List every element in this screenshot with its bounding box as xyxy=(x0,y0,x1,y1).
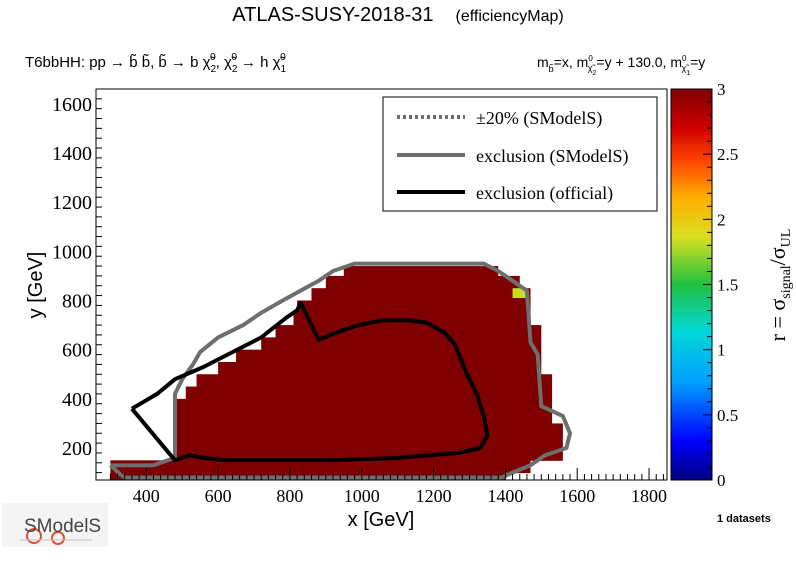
heatmap-cell xyxy=(196,374,553,388)
svg-text:ATLAS-SUSY-2018-31(efficiencyM: ATLAS-SUSY-2018-31 (efficiencyMap) xyxy=(232,4,563,26)
heatmap-cell xyxy=(185,386,553,400)
y-tick-label: 600 xyxy=(62,340,92,362)
heatmap-cell-highlight xyxy=(512,288,527,299)
z-tick-label: 0 xyxy=(717,471,726,490)
y-axis: 200 400 600 800 1000 1200 1400 1600 xyxy=(52,88,102,474)
chart-title-suffix: (efficiencyMap) xyxy=(456,8,564,25)
y-axis-label: y [GeV] xyxy=(25,252,47,319)
x-tick-label: 800 xyxy=(276,486,303,506)
chart-title: ATLAS-SUSY-2018-31 xyxy=(232,4,433,26)
x-axis-label: x [GeV] xyxy=(348,509,415,531)
color-bar-axis: 0 0.5 1 1.5 2 2.5 3 xyxy=(703,80,738,490)
y-tick-label: 1400 xyxy=(52,143,92,165)
highlight-cells xyxy=(512,288,527,299)
legend-label-official: exclusion (official) xyxy=(476,183,613,204)
z-tick-label: 1.5 xyxy=(717,276,738,295)
heatmap-cell xyxy=(343,266,499,277)
y-tick-label: 1000 xyxy=(52,241,92,263)
plot-frame xyxy=(95,88,668,481)
x-tick-label: 1200 xyxy=(416,486,452,506)
z-tick-label: 1 xyxy=(717,341,726,360)
logo-ring-left xyxy=(26,528,42,544)
y-tick-label: 800 xyxy=(62,290,92,312)
official-exclusion-line xyxy=(130,300,490,463)
heatmap-cell xyxy=(261,337,542,351)
y-tick-label: 1200 xyxy=(52,192,92,214)
mass-relations: mb̃=x, m0 χ̃2=y + 130.0, m0 χ̃1=y xyxy=(537,54,705,77)
z-tick-label: 2.5 xyxy=(717,145,738,164)
legend-label-sm-pm20: ±20% (SModelS) xyxy=(476,108,602,129)
heatmap-cells xyxy=(110,266,563,481)
heatmap-cell xyxy=(311,288,531,301)
color-bar-label: r = σsignal/σUL xyxy=(765,229,794,342)
x-tick-label: 1800 xyxy=(631,486,667,506)
logo-ring-right xyxy=(51,531,65,545)
smodels-logo: SModelS xyxy=(2,503,108,547)
z-tick-label: 0.5 xyxy=(717,406,738,425)
legend: ±20% (SModelS) exclusion (SModelS) exclu… xyxy=(382,96,658,212)
x-tick-label: 1000 xyxy=(344,486,380,506)
heatmap-cell xyxy=(325,275,520,289)
heatmap-cell xyxy=(218,361,542,375)
heatmap-cell xyxy=(175,411,553,424)
heatmap-cell xyxy=(297,300,531,314)
heatmap-cell xyxy=(175,435,563,449)
z-tick-label: 3 xyxy=(717,80,726,99)
heatmap-cell xyxy=(110,460,531,474)
logo-text: SModelS xyxy=(24,516,101,537)
heatmap-cell xyxy=(236,349,542,363)
x-tick-label: 600 xyxy=(205,486,232,506)
x-tick-label: 1400 xyxy=(487,486,523,506)
legend-label-sm-exclusion: exclusion (SModelS) xyxy=(476,146,629,167)
y-tick-label: 200 xyxy=(62,438,92,460)
heatmap-cell xyxy=(175,423,563,437)
x-tick-label: 400 xyxy=(133,486,160,506)
y-tick-label: 1600 xyxy=(52,94,92,116)
heatmap-cell xyxy=(275,325,542,338)
x-axis: 400 600 800 1000 1200 1400 1600 1800 xyxy=(109,468,667,506)
heatmap-cell xyxy=(175,398,553,412)
z-tick-label: 2 xyxy=(717,210,726,229)
x-tick-label: 1600 xyxy=(559,486,595,506)
y-tick-label: 400 xyxy=(62,389,92,411)
datasets-note: 1 datasets xyxy=(717,513,771,525)
process-description: T6bbHH: pp → b̃ b̃, b̃ → b χ̃20, χ̃20 → h… xyxy=(25,52,287,75)
